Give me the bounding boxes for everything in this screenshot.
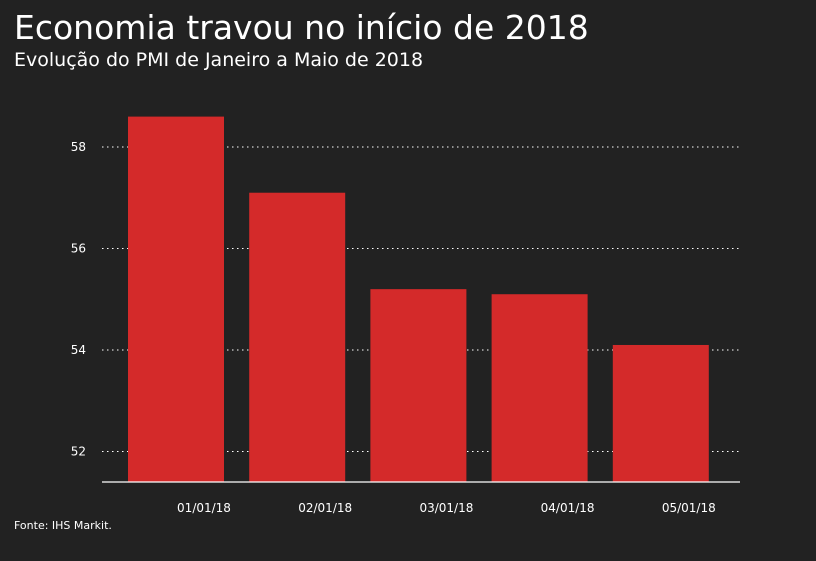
x-tick-label: 01/01/18 xyxy=(177,501,231,515)
y-tick-label: 52 xyxy=(71,445,86,459)
x-tick-label: 02/01/18 xyxy=(298,501,352,515)
x-tick-label: 03/01/18 xyxy=(419,501,473,515)
bar xyxy=(370,289,467,482)
chart-subtitle: Evolução do PMI de Janeiro a Maio de 201… xyxy=(14,49,424,71)
bar xyxy=(612,344,709,482)
x-tick-label: 04/01/18 xyxy=(541,501,595,515)
bar xyxy=(491,294,588,482)
x-tick-label: 05/01/18 xyxy=(662,501,716,515)
y-tick-label: 58 xyxy=(71,140,86,154)
bar xyxy=(249,192,346,482)
chart-title: Economia travou no início de 2018 xyxy=(14,8,589,47)
y-tick-label: 54 xyxy=(71,343,86,357)
bar xyxy=(128,116,224,482)
source-note: Fonte: IHS Markit. xyxy=(14,519,112,532)
y-tick-label: 56 xyxy=(71,242,86,256)
